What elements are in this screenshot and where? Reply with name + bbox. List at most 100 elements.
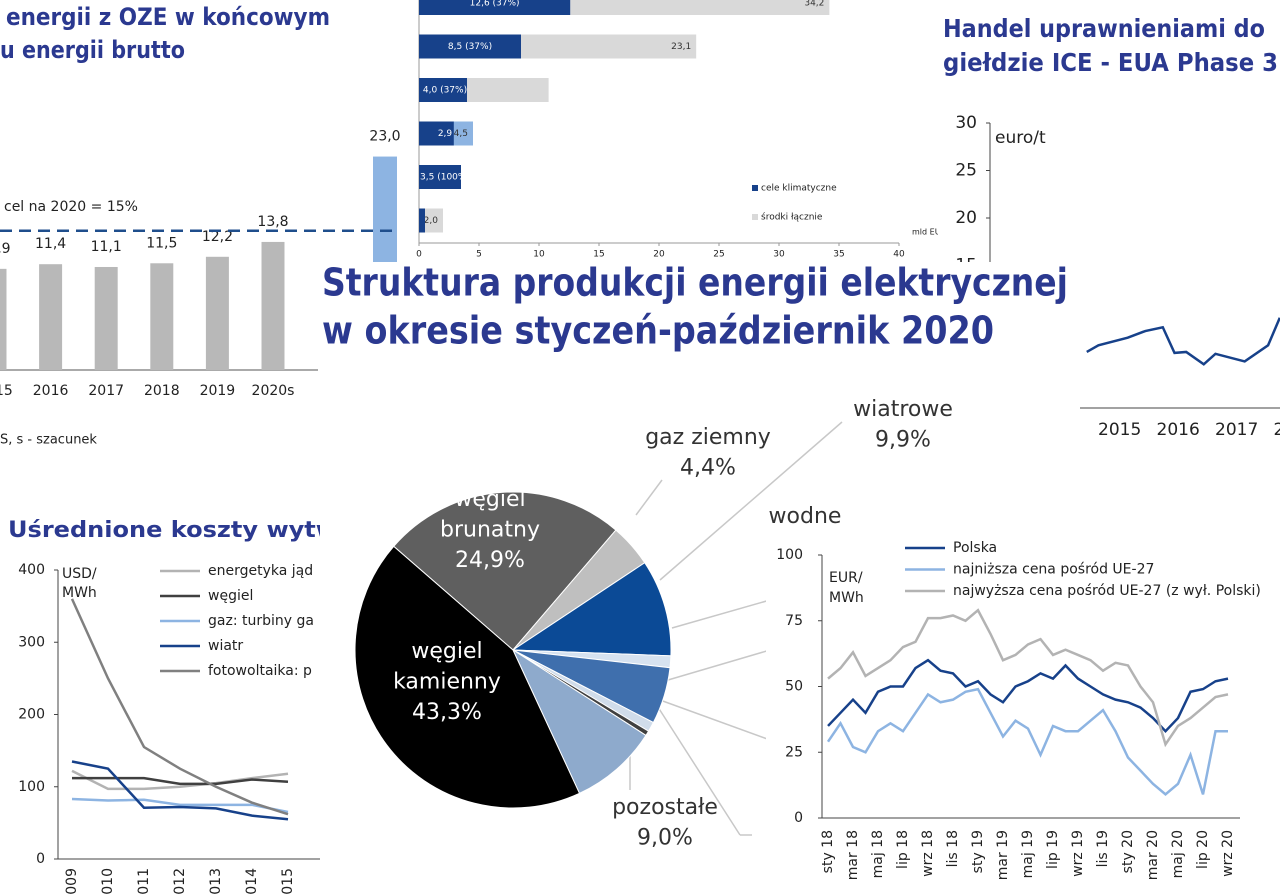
x-tick-label: 014 bbox=[244, 868, 260, 895]
x-tick-label: maj 19 bbox=[1020, 830, 1036, 878]
chart-title: u energii brutto bbox=[0, 36, 185, 64]
bar bbox=[419, 165, 461, 189]
x-tick-label: mar 20 bbox=[1145, 830, 1161, 880]
panel-structure: Struktura produkcji energii elektrycznej… bbox=[318, 261, 1080, 896]
panel-ets-line: 2015 2016 2017 2 bbox=[1080, 262, 1280, 440]
x-tick-label: 009 bbox=[64, 868, 80, 895]
slice-label: wodne bbox=[769, 504, 842, 529]
x-tick-label: lis 18 bbox=[945, 830, 961, 867]
series-line bbox=[72, 776, 289, 786]
x-tick-label: 35 bbox=[833, 250, 844, 260]
legend-label: fotowoltaika: p bbox=[208, 663, 312, 679]
value-label: 11,1 bbox=[91, 239, 122, 255]
panel-funds: 0 5 10 15 20 25 30 35 40 34,2 23,1 4,5 2,0 środki łąc… bbox=[410, 0, 941, 262]
value-label: 4,0 (37%) bbox=[423, 86, 467, 96]
chart-title: Uśrednione koszty wytw bbox=[8, 518, 338, 543]
bar bbox=[150, 263, 174, 370]
y-tick-label: 25 bbox=[785, 744, 803, 760]
x-tick-label: 30 bbox=[773, 250, 785, 260]
value-label: 2,9 bbox=[438, 129, 453, 139]
series-line bbox=[1086, 317, 1280, 366]
y-axis-label: EUR/ bbox=[829, 570, 863, 586]
legend-label: węgiel bbox=[208, 588, 253, 604]
x-tick-label: 2015 bbox=[0, 383, 13, 399]
value-label: 11,4 bbox=[35, 236, 66, 252]
panel-oze: energii z OZE w końcowym u energii brutto… bbox=[0, 3, 401, 448]
slice-label: 24,9% bbox=[455, 548, 525, 573]
leader-line bbox=[671, 599, 771, 629]
y-axis-label: MWh bbox=[829, 590, 864, 606]
y-axis-label: USD/ bbox=[62, 566, 97, 582]
legend-label: najniższa cena pośród UE-27 bbox=[953, 562, 1154, 578]
x-tick-label: 40 bbox=[893, 250, 905, 260]
x-tick-label: 015 bbox=[280, 868, 296, 895]
unit-label: mld EU bbox=[912, 228, 941, 237]
bar bbox=[419, 208, 425, 233]
x-tick-label: lip 19 bbox=[1045, 830, 1061, 869]
leader-line bbox=[659, 699, 771, 741]
leader-line bbox=[635, 479, 663, 516]
bar bbox=[205, 256, 229, 370]
x-tick-label: 10 bbox=[533, 250, 545, 260]
x-tick-label: mar 18 bbox=[845, 830, 861, 880]
y-tick-label: 200 bbox=[18, 707, 45, 723]
bar bbox=[0, 268, 7, 370]
legend-label: wiatr bbox=[208, 638, 243, 654]
series-line bbox=[71, 797, 289, 814]
x-tick-label: wrz 18 bbox=[920, 830, 936, 877]
x-tick-label: wrz 19 bbox=[1070, 830, 1086, 877]
series-line bbox=[71, 769, 289, 791]
x-tick-label: sty 19 bbox=[970, 830, 986, 873]
slice-label: gaz ziemny bbox=[645, 425, 771, 450]
pie-slice bbox=[354, 545, 581, 809]
y-tick-label: 100 bbox=[18, 779, 45, 795]
chart-title: Handel uprawnieniami do bbox=[943, 14, 1265, 43]
y-tick-label: 25 bbox=[955, 161, 977, 181]
x-tick-label: sty 18 bbox=[820, 830, 836, 873]
x-tick-label: 25 bbox=[713, 250, 724, 260]
slice-label: 43,3% bbox=[412, 700, 482, 725]
y-tick-label: 100 bbox=[776, 547, 803, 563]
x-tick-label: 2018 bbox=[144, 383, 180, 399]
leader-line bbox=[667, 649, 771, 681]
x-tick-label: 012 bbox=[172, 868, 188, 895]
target-label: cel na 2020 = 15% bbox=[4, 199, 138, 215]
series-line bbox=[827, 608, 1229, 748]
slice-label: wiatrowe bbox=[853, 397, 953, 422]
slice-label: 4,4% bbox=[680, 456, 736, 481]
x-tick-label: 013 bbox=[208, 868, 224, 895]
x-tick-label: maj 18 bbox=[870, 830, 886, 878]
value-label: 11,5 bbox=[146, 235, 177, 251]
value-label: 4,5 bbox=[454, 129, 468, 139]
x-tick-label: 2016 bbox=[33, 383, 69, 399]
panel-ets: Handel uprawnieniami do giełdzie ICE - EU… bbox=[943, 14, 1278, 276]
y-tick-label: 0 bbox=[794, 810, 803, 826]
bar bbox=[419, 78, 467, 102]
y-tick-label: 300 bbox=[18, 634, 45, 650]
chart-title: energii z OZE w końcowym bbox=[6, 3, 330, 31]
value-label: 13,8 bbox=[257, 214, 288, 230]
x-tick-label: 0 bbox=[416, 250, 422, 260]
y-tick-label: 50 bbox=[785, 679, 803, 695]
value-label: 23,0 bbox=[369, 129, 400, 145]
legend-swatch bbox=[752, 185, 758, 191]
x-tick-label: 2015 bbox=[1098, 420, 1141, 440]
x-tick-label: 2017 bbox=[1215, 420, 1258, 440]
legend-swatch bbox=[752, 214, 758, 220]
value-label: 34,2 bbox=[804, 0, 824, 9]
bar bbox=[419, 121, 454, 146]
slice-label: węgiel bbox=[454, 487, 525, 512]
legend-label: cele klimatyczne bbox=[761, 184, 837, 194]
y-axis-label: MWh bbox=[62, 585, 97, 601]
legend-label: najwyższa cena pośród UE-27 (z wył. Pols… bbox=[953, 583, 1261, 599]
value-label: 12,6 (37%) bbox=[470, 0, 520, 9]
panel-bg bbox=[1080, 262, 1280, 440]
x-tick-label: 2016 bbox=[1157, 420, 1200, 440]
chart-title: Struktura produkcji energii elektrycznej bbox=[322, 261, 1068, 305]
x-tick-label: 2017 bbox=[88, 383, 124, 399]
y-tick-label: 20 bbox=[955, 208, 977, 228]
series-line bbox=[826, 687, 1228, 796]
